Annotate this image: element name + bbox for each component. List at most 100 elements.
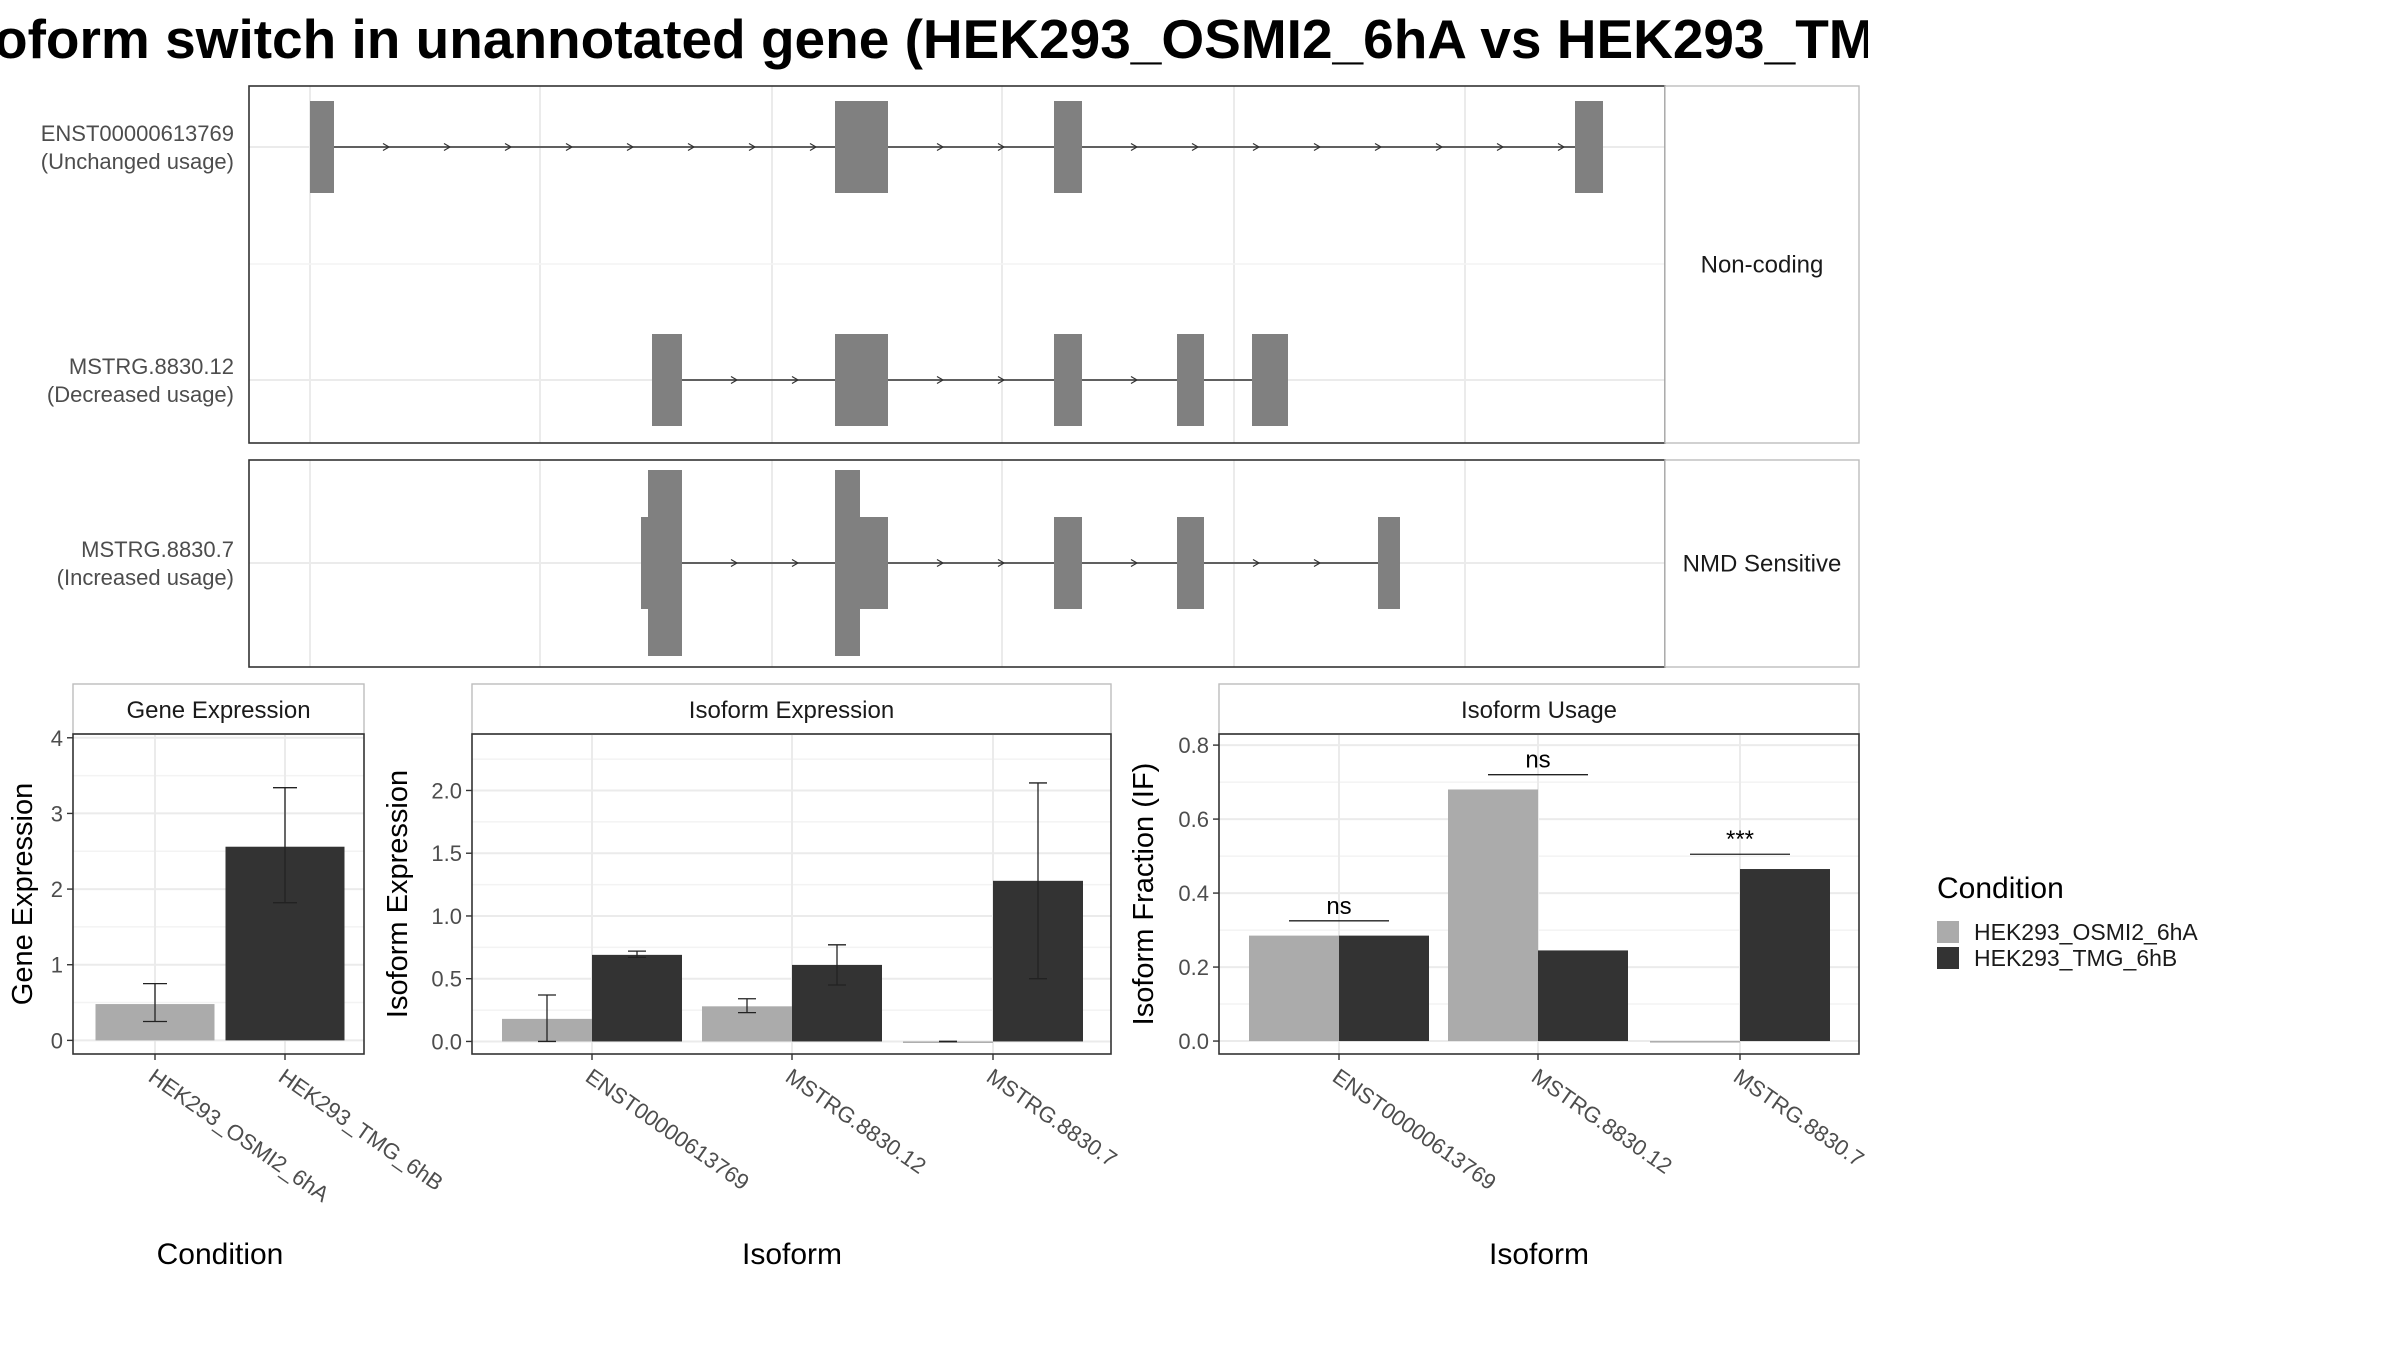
exon-block — [1575, 101, 1603, 193]
x-tick-label: ENST00000613769 — [1328, 1064, 1501, 1195]
chart-panel-border — [72, 733, 365, 1055]
transcript-usage-label: (Decreased usage) — [47, 382, 234, 407]
y-axis-title: Isoform Fraction (IF) — [1128, 763, 1160, 1026]
legend-swatch-1 — [1937, 921, 1959, 943]
figure-title: oform switch in unannotated gene (HEK293… — [0, 8, 1917, 70]
bar-HEK293_TMG_6hB — [1740, 869, 1830, 1042]
x-tick-label: MSTRG.8830.7 — [1729, 1064, 1869, 1172]
transcript-usage-label: (Increased usage) — [57, 565, 234, 590]
structure-type-label: Non-coding — [1701, 252, 1824, 279]
coding-exon-block — [835, 470, 860, 656]
intron-direction-arrow — [1252, 142, 1261, 152]
y-tick-label: 0.5 — [431, 967, 462, 992]
intron-direction-arrow — [1313, 558, 1322, 568]
y-tick-label: 0 — [51, 1028, 63, 1053]
y-tick-label: 3 — [51, 801, 63, 826]
intron-direction-arrow — [936, 558, 945, 568]
chart-2: Isoform Expression 0.0 0.5 1.0 1.5 2.0 ENST000… — [382, 683, 1122, 1271]
intron-direction-arrow — [1374, 142, 1383, 152]
y-tick-label: 1 — [51, 953, 63, 978]
intron-direction-arrow — [1130, 558, 1139, 568]
transcript-name-label: MSTRG.8830.12 — [69, 354, 234, 379]
exon-block — [1252, 334, 1288, 426]
intron-direction-arrow — [1191, 142, 1200, 152]
transcript-name-label: ENST00000613769 — [41, 121, 234, 146]
exon-block — [1054, 334, 1082, 426]
x-axis-title: Isoform — [742, 1238, 842, 1271]
intron-direction-arrow — [443, 142, 452, 152]
exon-block — [1054, 101, 1082, 193]
intron-direction-arrow — [687, 142, 696, 152]
exon-block — [835, 101, 888, 193]
chart-title-strip — [1218, 683, 1860, 735]
exon-block — [1177, 334, 1204, 426]
y-tick-label: 2.0 — [431, 778, 462, 803]
significance-label: *** — [1726, 826, 1754, 853]
legend-item-label: HEK293_TMG_6hB — [1974, 945, 2177, 971]
chart-3: Isoform Usage ns ns *** 0.0 0.2 0.4 0.6 0.8 ENST0… — [1128, 683, 1869, 1271]
structure-type-strip — [1664, 459, 1860, 668]
chart-title-strip — [471, 683, 1112, 735]
title-clip-mask — [1868, 0, 2400, 80]
chart-panel-title: Isoform Expression — [689, 697, 894, 724]
intron-direction-arrow — [1130, 142, 1139, 152]
x-tick-label: MSTRG.8830.7 — [982, 1064, 1122, 1172]
intron-direction-arrow — [1252, 558, 1261, 568]
intron-direction-arrow — [997, 142, 1006, 152]
structure-panel-1: ENST00000613769 (Unchanged usage) MSTRG.88… — [41, 85, 1860, 444]
transcript-MSTRG.8830.7: MSTRG.8830.7 (Increased usage) — [57, 470, 1400, 656]
intron-direction-arrow — [809, 142, 818, 152]
legend-item-label: HEK293_OSMI2_6hA — [1974, 919, 2198, 945]
structure-panel-2: MSTRG.8830.7 (Increased usage) NMD Sensiti… — [57, 459, 1860, 668]
coding-exon-block — [648, 470, 682, 656]
y-tick-label: 0.0 — [431, 1029, 462, 1054]
transcript-name-label: MSTRG.8830.7 — [81, 537, 234, 562]
intron-direction-arrow — [748, 142, 757, 152]
chart-panel-title: Isoform Usage — [1461, 697, 1617, 724]
intron-direction-arrow — [565, 142, 574, 152]
intron-direction-arrow — [730, 375, 739, 385]
intron-direction-arrow — [1435, 142, 1444, 152]
transcript-MSTRG.8830.12: MSTRG.8830.12 (Decreased usage) — [47, 334, 1288, 426]
intron-direction-arrow — [791, 375, 800, 385]
y-axis-title: Isoform Expression — [382, 770, 414, 1018]
chart-panel-border — [1218, 733, 1860, 1055]
y-tick-label: 0.0 — [1178, 1029, 1209, 1054]
intron-direction-arrow — [997, 558, 1006, 568]
exon-block — [1054, 517, 1082, 609]
legend-title: Condition — [1937, 872, 2064, 905]
y-axis-title: Gene Expression — [7, 783, 39, 1005]
y-tick-label: 1.0 — [431, 904, 462, 929]
exon-block — [1177, 517, 1204, 609]
y-tick-label: 0.4 — [1178, 881, 1209, 906]
bar-HEK293_OSMI2_6hA — [903, 1041, 993, 1043]
bar-HEK293_TMG_6hB — [592, 954, 682, 1042]
intron-direction-arrow — [1130, 375, 1139, 385]
intron-direction-arrow — [1496, 142, 1505, 152]
bar-HEK293_TMG_6hB — [1339, 935, 1429, 1042]
bar-HEK293_OSMI2_6hA — [1650, 1041, 1740, 1043]
y-tick-label: 0.6 — [1178, 807, 1209, 832]
significance-label: ns — [1525, 747, 1550, 774]
x-axis-title: Isoform — [1489, 1238, 1589, 1271]
x-tick-label: MSTRG.8830.12 — [781, 1064, 931, 1179]
intron-direction-arrow — [382, 142, 391, 152]
x-tick-label: ENST00000613769 — [581, 1064, 754, 1195]
chart-panel-title: Gene Expression — [126, 697, 310, 724]
exon-block — [835, 334, 888, 426]
x-axis-title: Condition — [157, 1238, 284, 1271]
transcript-ENST00000613769: ENST00000613769 (Unchanged usage) — [41, 101, 1603, 193]
intron-direction-arrow — [936, 142, 945, 152]
bar-HEK293_TMG_6hB — [1538, 950, 1628, 1042]
transcript-usage-label: (Unchanged usage) — [41, 149, 234, 174]
y-tick-label: 4 — [51, 726, 63, 751]
exon-block — [310, 101, 334, 193]
y-tick-label: 0.8 — [1178, 733, 1209, 758]
y-tick-label: 1.5 — [431, 841, 462, 866]
chart-title-strip — [72, 683, 365, 735]
intron-direction-arrow — [504, 142, 513, 152]
bar-HEK293_OSMI2_6hA — [1249, 935, 1339, 1042]
